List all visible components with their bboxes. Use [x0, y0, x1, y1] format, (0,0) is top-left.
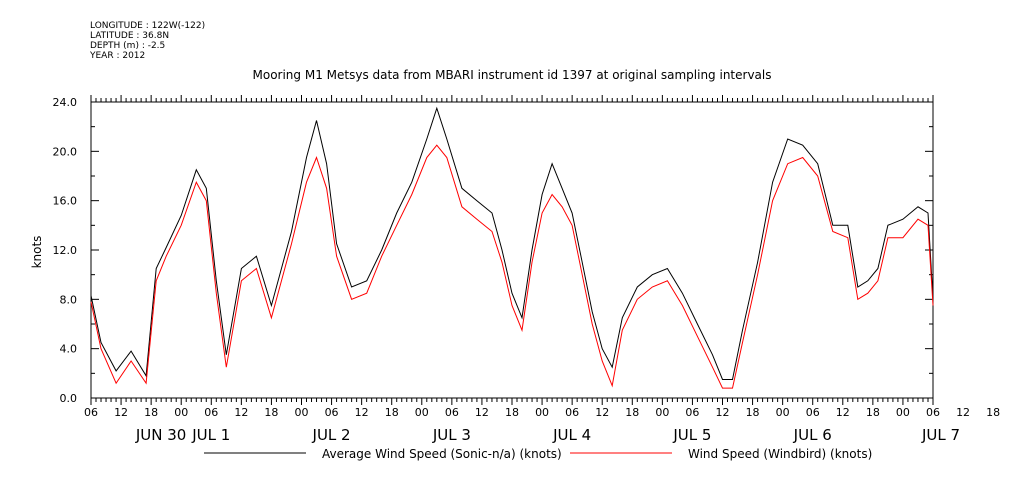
x-hour-label: 06 [565, 406, 579, 419]
x-hour-label: 06 [926, 406, 940, 419]
y-tick-label: 4.0 [60, 343, 78, 356]
x-hour-label: 06 [204, 406, 218, 419]
legend-label-average: Average Wind Speed (Sonic-n/a) (knots) [322, 447, 562, 461]
x-hour-label: 18 [385, 406, 399, 419]
x-hour-label: 00 [776, 406, 790, 419]
y-tick-label: 8.0 [60, 293, 78, 306]
x-hour-label: 06 [445, 406, 459, 419]
x-hour-label: 12 [234, 406, 248, 419]
x-hour-label: 12 [475, 406, 489, 419]
axes-group: 0.0 4.0 8.0 12.0 16.0 20.0 24.0 06 12 18 00 06 12 18 0… [53, 95, 1000, 444]
x-hour-label: 18 [144, 406, 158, 419]
y-tick-label: 16.0 [53, 195, 78, 208]
x-hour-label: 12 [595, 406, 609, 419]
depth-label: DEPTH (m) : -2.5 [90, 41, 166, 51]
latitude-label: LATITUDE : 36.8N [90, 31, 170, 41]
x-hour-label: 06 [806, 406, 820, 419]
x-hour-label: 12 [114, 406, 128, 419]
legend-label-windbird: Wind Speed (Windbird) (knots) [688, 447, 872, 461]
x-hour-label: 12 [956, 406, 970, 419]
x-hour-label: 00 [896, 406, 910, 419]
x-hour-label: 18 [866, 406, 880, 419]
x-hour-label: 12 [355, 406, 369, 419]
series-group [90, 106, 934, 389]
longitude-label: LONGITUDE : 122W(-122) [90, 21, 206, 31]
y-tick-label: 24.0 [53, 96, 78, 109]
x-hour-label: 12 [716, 406, 730, 419]
chart-title: Mooring M1 Metsys data from MBARI instru… [253, 68, 772, 82]
y-axis-label: knots [30, 236, 44, 269]
x-hour-label: 18 [264, 406, 278, 419]
series-line-average-wind-speed [90, 106, 934, 380]
x-date-label: JUL 7 [921, 426, 960, 444]
x-hour-label: 00 [415, 406, 429, 419]
y-tick-label: 0.0 [60, 392, 78, 405]
x-date-label: JUL 6 [793, 426, 832, 444]
x-hour-label: 18 [625, 406, 639, 419]
x-date-label: JUN 30 [135, 426, 186, 444]
x-hour-label: 06 [84, 406, 98, 419]
year-label: YEAR : 2012 [90, 51, 146, 61]
series-line-windbird-wind-speed [90, 144, 934, 389]
x-hour-label: 18 [986, 406, 1000, 419]
x-hour-label: 00 [535, 406, 549, 419]
x-date-label: JUL 3 [432, 426, 471, 444]
x-hour-label: 06 [325, 406, 339, 419]
x-hour-label: 00 [655, 406, 669, 419]
x-hour-label: 12 [836, 406, 850, 419]
x-hour-label: 18 [505, 406, 519, 419]
station-metadata: LONGITUDE : 122W(-122) LATITUDE : 36.8N … [90, 21, 205, 61]
x-hour-label: 18 [746, 406, 760, 419]
y-tick-label: 12.0 [53, 244, 78, 257]
x-hour-label: 00 [174, 406, 188, 419]
y-tick-label: 20.0 [53, 145, 78, 158]
legend: Average Wind Speed (Sonic-n/a) (knots) W… [204, 447, 872, 461]
x-date-label: JUL 4 [552, 426, 591, 444]
x-hour-label: 06 [685, 406, 699, 419]
plot-frame [90, 101, 934, 399]
x-hour-label: 00 [295, 406, 309, 419]
x-date-label: JUL 2 [312, 426, 351, 444]
x-date-label: JUL 5 [672, 426, 711, 444]
x-date-label: JUL 1 [191, 426, 230, 444]
